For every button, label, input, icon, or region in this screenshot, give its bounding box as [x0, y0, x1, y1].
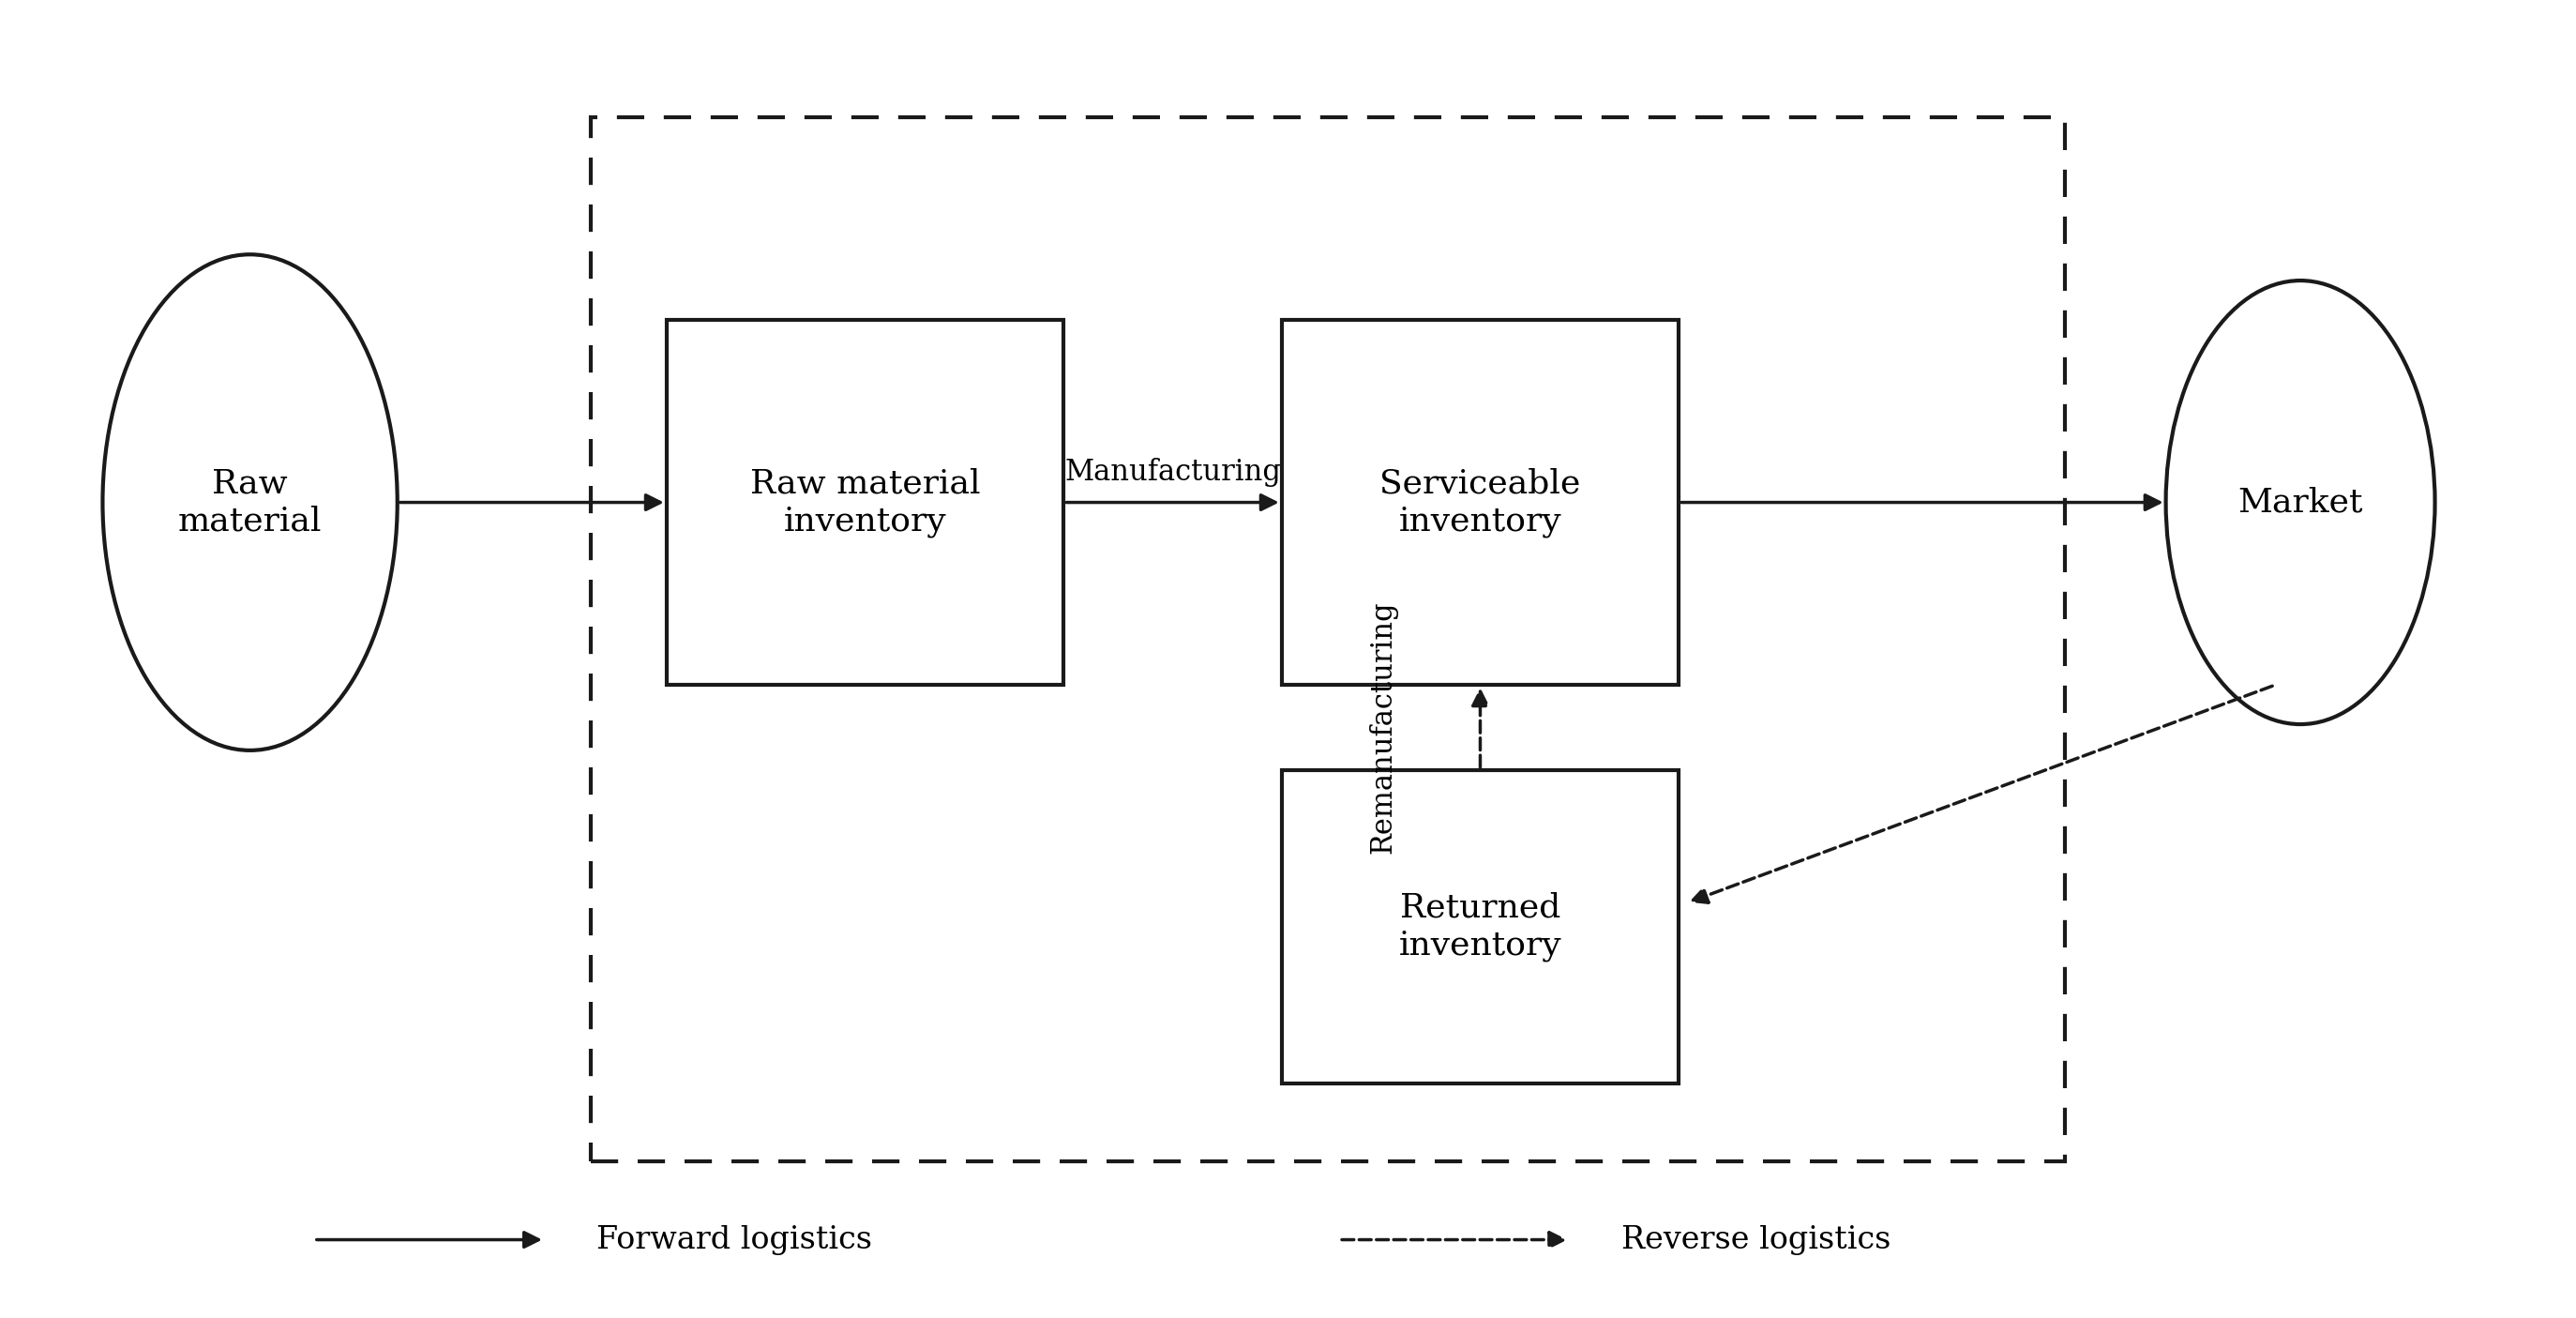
Text: Raw
material: Raw material	[178, 468, 322, 536]
Bar	[1283, 770, 1680, 1083]
Text: Manufacturing: Manufacturing	[1064, 457, 1280, 486]
Bar	[1283, 320, 1680, 685]
Text: Forward logistics: Forward logistics	[595, 1224, 871, 1255]
Text: Remanufacturing: Remanufacturing	[1368, 601, 1396, 854]
Bar	[590, 117, 2063, 1161]
Bar	[667, 320, 1064, 685]
Text: Serviceable
inventory: Serviceable inventory	[1381, 468, 1582, 536]
Text: Market: Market	[2239, 486, 2362, 518]
Text: Raw material
inventory: Raw material inventory	[750, 468, 981, 536]
Text: Returned
inventory: Returned inventory	[1399, 892, 1561, 961]
Text: Reverse logistics: Reverse logistics	[1620, 1224, 1891, 1255]
Ellipse shape	[2166, 281, 2434, 725]
Ellipse shape	[103, 254, 397, 750]
